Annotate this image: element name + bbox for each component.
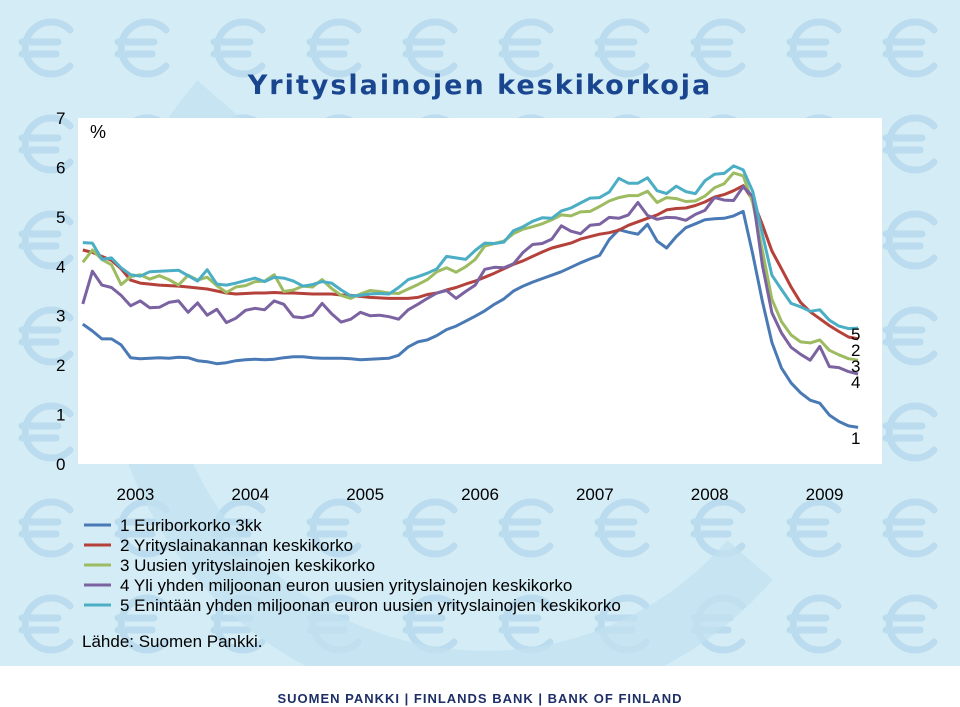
legend-entry: 1 Euriborkorko 3kk (120, 516, 262, 535)
footer-bar (0, 666, 960, 707)
x-tick-label: 2003 (117, 485, 155, 504)
y-tick-label: 4 (56, 257, 65, 276)
y-tick-label: 3 (56, 307, 65, 326)
series-end-label: 1 (851, 429, 860, 448)
chart-title: Yrityslainojen keskikorkoja (247, 70, 713, 101)
legend-entry: 2 Yrityslainakannan keskikorko (120, 536, 353, 555)
series-line (81, 209, 859, 429)
series-end-label: 4 (851, 373, 860, 392)
series-end-label: 3 (851, 357, 860, 376)
footer-brand: SUOMEN PANKKI | FINLANDS BANK | BANK OF … (277, 691, 683, 706)
legend-entry: 4 Yli yhden miljoonan euron uusien yrity… (120, 576, 572, 595)
x-tick-label: 2006 (461, 485, 499, 504)
x-tick-label: 2008 (691, 485, 729, 504)
series-line (81, 171, 859, 362)
series-line (82, 164, 859, 331)
legend-entry: 3 Uusien yrityslainojen keskikorko (120, 556, 375, 575)
y-tick-label: 1 (56, 406, 65, 425)
x-tick-label: 2009 (806, 485, 844, 504)
series-end-label: 2 (851, 341, 860, 360)
y-tick-label: 6 (56, 158, 65, 177)
y-tick-label: 7 (56, 109, 65, 128)
series-line (81, 185, 859, 376)
y-tick-label: 0 (56, 455, 65, 474)
x-axis: 2003 2004 2005 2006 2007 2008 2009 (117, 485, 844, 504)
x-tick-label: 2005 (346, 485, 384, 504)
y-axis: 0 1 2 3 4 5 6 7 (56, 109, 65, 474)
y-axis-label: % (90, 122, 106, 142)
y-tick-label: 2 (56, 356, 65, 375)
y-tick-label: 5 (56, 208, 65, 227)
legend-entry: 5 Enintään yhden miljoonan euron uusien … (120, 596, 621, 615)
x-tick-label: 2007 (576, 485, 614, 504)
series-lines (81, 164, 859, 429)
x-tick-label: 2004 (231, 485, 269, 504)
source-note: Lähde: Suomen Pankki. (82, 632, 263, 651)
series-end-label: 5 (851, 325, 860, 344)
series-line (82, 184, 859, 341)
